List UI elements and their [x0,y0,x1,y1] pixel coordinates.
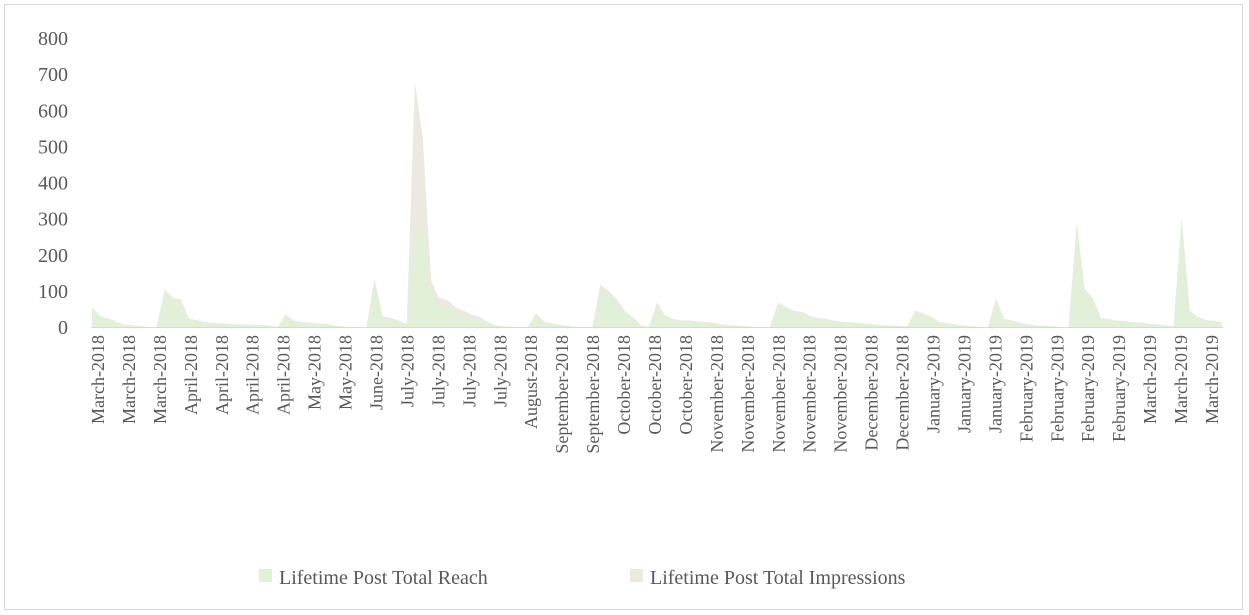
x-tick-label: June-2018 [367,335,387,410]
y-tick-label: 800 [38,28,68,50]
y-tick-label: 500 [38,136,68,158]
x-tick-label: April-2018 [212,335,232,415]
x-tick-label: May-2018 [336,335,356,410]
x-tick-label: July-2018 [428,335,448,407]
x-tick-label: November-2018 [769,335,789,453]
x-tick-label: February-2019 [1078,335,1098,442]
x-tick-label: April-2018 [274,335,294,415]
x-tick-label: January-2019 [924,335,944,433]
x-tick-label: December-2018 [862,335,882,451]
x-tick-label: August-2018 [521,335,541,429]
x-tick-label: January-2019 [954,335,974,433]
y-tick-label: 400 [38,173,68,195]
legend-label-reach: Lifetime Post Total Reach [279,567,488,589]
x-tick-label: July-2018 [397,335,417,407]
y-tick-label: 100 [38,281,68,303]
x-axis: March-2018 March-2018 March-2018 April-2018… [88,335,1222,454]
x-tick-label: February-2019 [1047,335,1067,442]
x-tick-label: October-2018 [645,335,665,435]
legend-swatch-reach [259,569,272,582]
series-area-reach [92,218,1222,327]
legend: Lifetime Post Total Reach Lifetime Post … [259,567,906,589]
x-tick-label: September-2018 [583,335,603,454]
y-tick-label: 200 [38,245,68,267]
x-tick-label: March-2018 [119,335,139,424]
x-tick-label: September-2018 [552,335,572,454]
x-tick-label: December-2018 [893,335,913,451]
x-tick-label: November-2018 [831,335,851,453]
series-area-impressions [92,81,1222,327]
x-tick-label: July-2018 [459,335,479,407]
y-tick-label: 700 [38,64,68,86]
x-tick-label: January-2019 [985,335,1005,433]
x-tick-label: February-2019 [1016,335,1036,442]
x-tick-label: March-2018 [150,335,170,424]
x-tick-label: March-2018 [88,335,108,424]
x-tick-label: March-2019 [1202,335,1222,424]
x-tick-label: April-2018 [243,335,263,415]
x-tick-label: October-2018 [676,335,696,435]
chart-frame [4,4,1243,610]
x-tick-label: November-2018 [707,335,727,453]
y-tick-label: 0 [58,317,68,339]
x-tick-label: March-2019 [1140,335,1160,424]
x-tick-label: November-2018 [800,335,820,453]
y-axis: 0 100 200 300 400 500 600 700 800 [38,28,68,339]
y-tick-label: 300 [38,209,68,231]
series-layer [92,81,1222,327]
x-tick-label: November-2018 [738,335,758,453]
legend-swatch-impressions [630,569,643,582]
x-tick-label: July-2018 [490,335,510,407]
x-tick-label: February-2019 [1109,335,1129,442]
x-tick-label: October-2018 [614,335,634,435]
x-tick-label: April-2018 [181,335,201,415]
x-tick-label: May-2018 [305,335,325,410]
x-tick-label: March-2019 [1171,335,1191,424]
y-tick-label: 600 [38,100,68,122]
legend-label-impressions: Lifetime Post Total Impressions [650,567,906,589]
